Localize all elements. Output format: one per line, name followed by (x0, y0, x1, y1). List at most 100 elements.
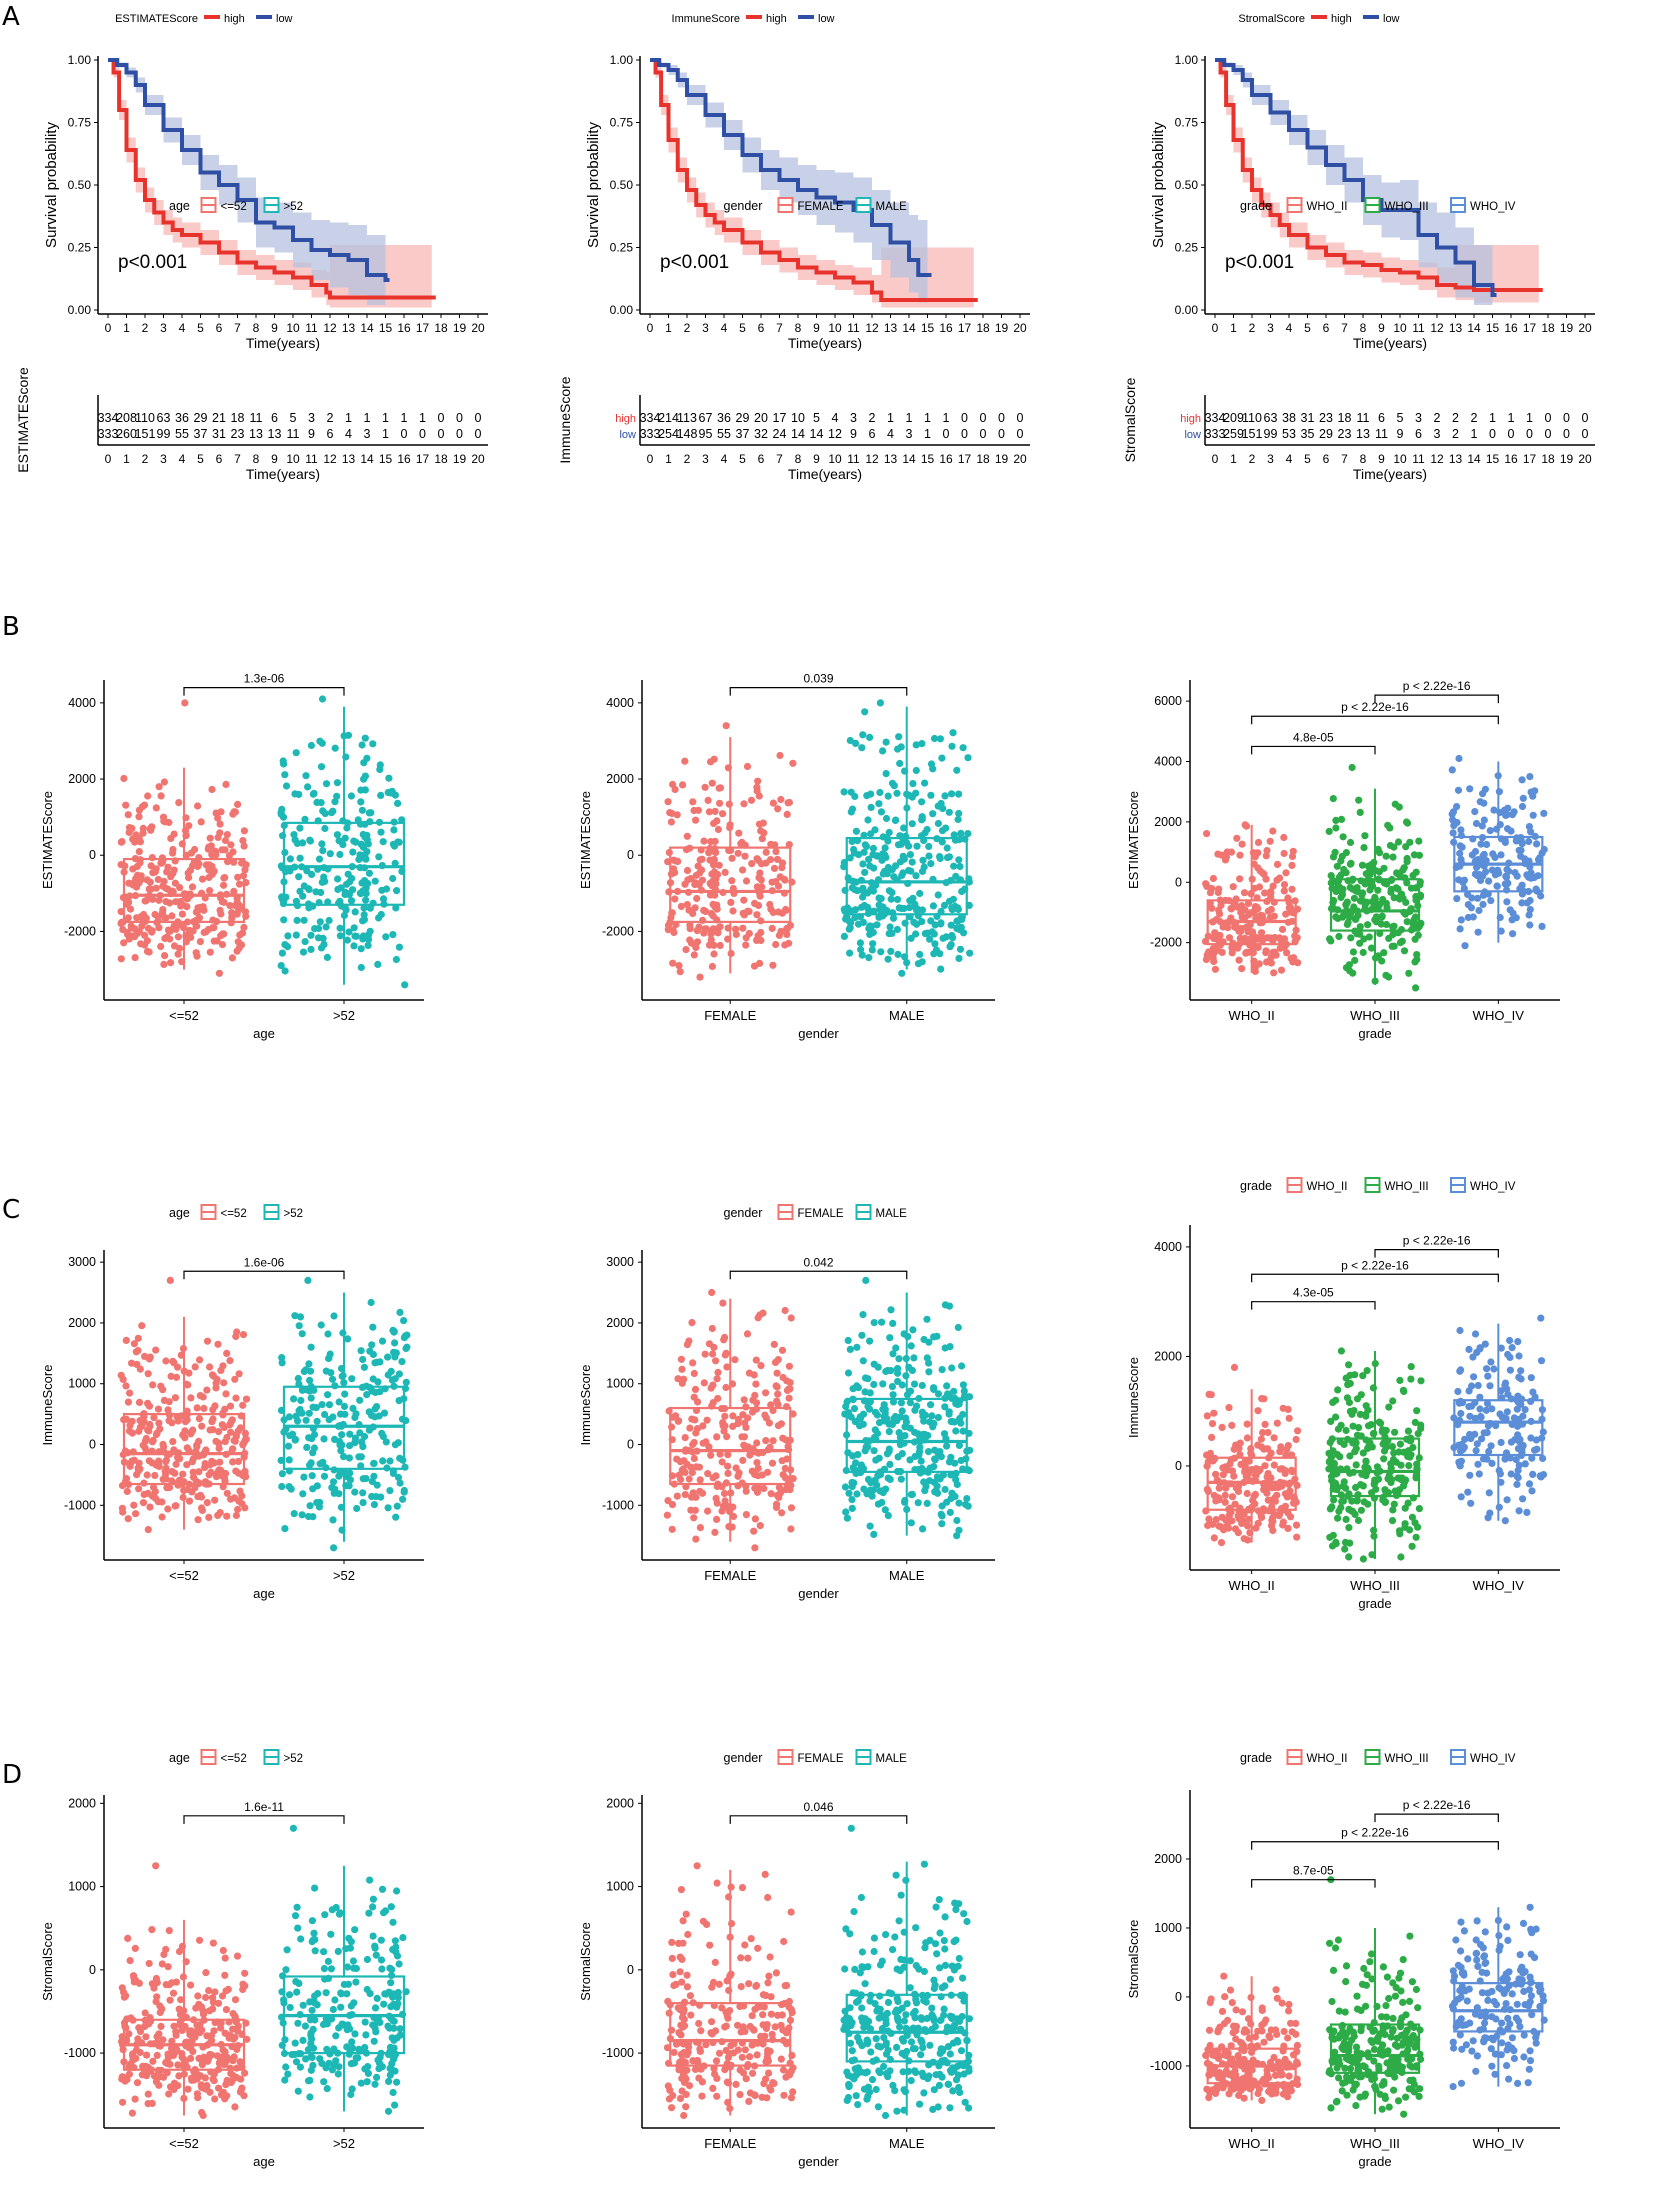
data-point (712, 1472, 720, 1480)
data-point (199, 1393, 207, 1401)
data-point (1349, 969, 1357, 977)
data-point (913, 1402, 921, 1410)
data-point (901, 1432, 909, 1440)
data-point (1471, 1330, 1480, 1338)
data-point (1205, 1515, 1213, 1523)
data-point (1267, 1496, 1275, 1505)
data-point (728, 877, 736, 885)
y-tick-label: 2000 (1154, 1349, 1182, 1363)
ci-band-high (1215, 60, 1539, 303)
data-point (126, 1460, 134, 1468)
data-point (955, 1499, 963, 1507)
data-point (152, 1430, 160, 1439)
data-point (1210, 1534, 1218, 1542)
data-point (316, 1460, 324, 1468)
data-point (853, 1343, 861, 1351)
data-point (1370, 1526, 1378, 1534)
data-point (1487, 1442, 1495, 1450)
risk-count-low: 0 (1489, 427, 1496, 441)
legend-label: WHO_IV (1470, 201, 1516, 213)
data-point (156, 2008, 164, 2017)
data-point (1497, 927, 1505, 935)
data-point (881, 1506, 889, 1514)
data-point (164, 1963, 172, 1971)
legend-label: >52 (284, 1208, 304, 1220)
data-point (750, 1527, 758, 1535)
data-point (1519, 1412, 1527, 1420)
risk-count-high: 0 (1582, 411, 1589, 425)
data-point (357, 1462, 365, 1470)
x-tick-label: MALE (889, 1008, 925, 1023)
risk-count-low: 13 (268, 427, 282, 441)
data-point (748, 2012, 756, 2020)
data-point (144, 1370, 152, 1378)
data-point (331, 1996, 339, 2004)
data-point (1534, 856, 1543, 864)
data-point (732, 1464, 740, 1472)
risk-count-low: 13 (1356, 427, 1370, 441)
data-point (141, 1444, 149, 1452)
data-point (742, 941, 750, 949)
risk-count-low: 53 (1282, 427, 1296, 441)
data-point (923, 1499, 931, 1507)
data-point (401, 981, 409, 989)
data-point (193, 2075, 201, 2083)
y-tick-label: 2000 (606, 772, 634, 786)
data-point (230, 887, 238, 896)
data-point (370, 1472, 378, 1480)
data-point (366, 818, 374, 826)
data-point (1527, 788, 1535, 796)
data-point (380, 2000, 388, 2008)
data-point (1345, 1524, 1353, 1532)
data-point (1355, 796, 1363, 804)
data-point (770, 864, 779, 873)
data-point (712, 1357, 720, 1365)
data-point (882, 770, 890, 778)
data-point (907, 1342, 915, 1350)
data-point (336, 850, 344, 859)
data-point (847, 1413, 855, 1421)
data-point (772, 848, 780, 856)
data-point (146, 878, 154, 886)
data-point (1238, 965, 1246, 973)
data-point (373, 1994, 381, 2002)
legend-label: FEMALE (798, 1208, 844, 1220)
data-point (133, 2079, 142, 2087)
data-point (949, 729, 957, 737)
data-point (1464, 890, 1472, 899)
data-point (1217, 1539, 1226, 1547)
data-point (1326, 1505, 1334, 1513)
data-point (167, 873, 175, 881)
data-point (213, 937, 221, 945)
data-point (160, 1396, 168, 1404)
data-point (159, 906, 167, 914)
data-point (177, 1996, 185, 2004)
data-point (1267, 934, 1275, 942)
data-point (1448, 766, 1456, 774)
legend-title: age (169, 1206, 190, 1220)
data-point (1385, 1403, 1393, 1411)
data-point (1357, 1506, 1365, 1514)
data-point (1492, 1422, 1500, 1430)
y-tick-label: 0.75 (68, 116, 92, 130)
data-point (1467, 1499, 1475, 1507)
data-point (124, 914, 132, 922)
data-point (1356, 1410, 1364, 1418)
data-point (164, 1406, 172, 1414)
data-point (938, 838, 946, 846)
data-point (715, 1980, 723, 1988)
risk-count-low: 6 (1415, 427, 1422, 441)
data-point (1332, 1413, 1340, 1421)
data-point (1476, 1405, 1484, 1413)
data-point (1527, 874, 1535, 882)
x-tick-label: 4 (721, 321, 728, 335)
data-point (160, 1443, 168, 1451)
data-point (1395, 803, 1403, 811)
data-point (386, 1457, 394, 1465)
data-point (685, 1475, 693, 1483)
data-point (953, 1516, 961, 1525)
data-point (349, 1404, 357, 1412)
data-point (721, 868, 729, 877)
data-point (1288, 885, 1296, 893)
comparison-bracket (183, 1815, 345, 1824)
